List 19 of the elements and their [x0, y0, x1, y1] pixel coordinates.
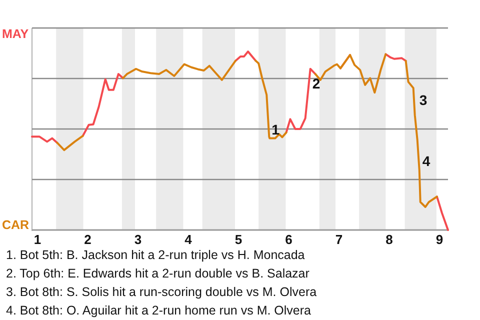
text: 2. Top 6th: E. Edwards hit a 2-run double vs B. Salazar: [6, 266, 310, 280]
x-tick-label: 5: [234, 232, 242, 247]
x-tick-label: 7: [335, 232, 343, 247]
text: 4. Bot 8th: O. Aguilar hit a 2-run home run vs M. Olvera: [6, 304, 312, 318]
x-tick-label: 1: [34, 232, 42, 247]
text: 3. Bot 8th: S. Solis hit a run-scoring double vs M. Olvera: [6, 285, 317, 299]
ref-line-label: CAR: [2, 218, 30, 232]
annotation: 3: [419, 92, 428, 108]
x-tick-label: 6: [285, 232, 292, 247]
ref-line-label: MAY: [2, 27, 30, 41]
annotation: 4: [422, 153, 430, 170]
annotation: 2: [312, 76, 320, 92]
annotation: 1: [272, 121, 280, 138]
x-tick-label: 8: [386, 232, 393, 247]
x-tick-label: 2: [84, 232, 92, 247]
x-tick-label: 4: [184, 232, 193, 247]
text: 1. Bot 5th: B. Jackson hit a 2-run triple vs H. Moncada: [6, 248, 305, 262]
x-tick-label: 9: [436, 232, 444, 247]
x-tick-label: 3: [134, 232, 142, 247]
